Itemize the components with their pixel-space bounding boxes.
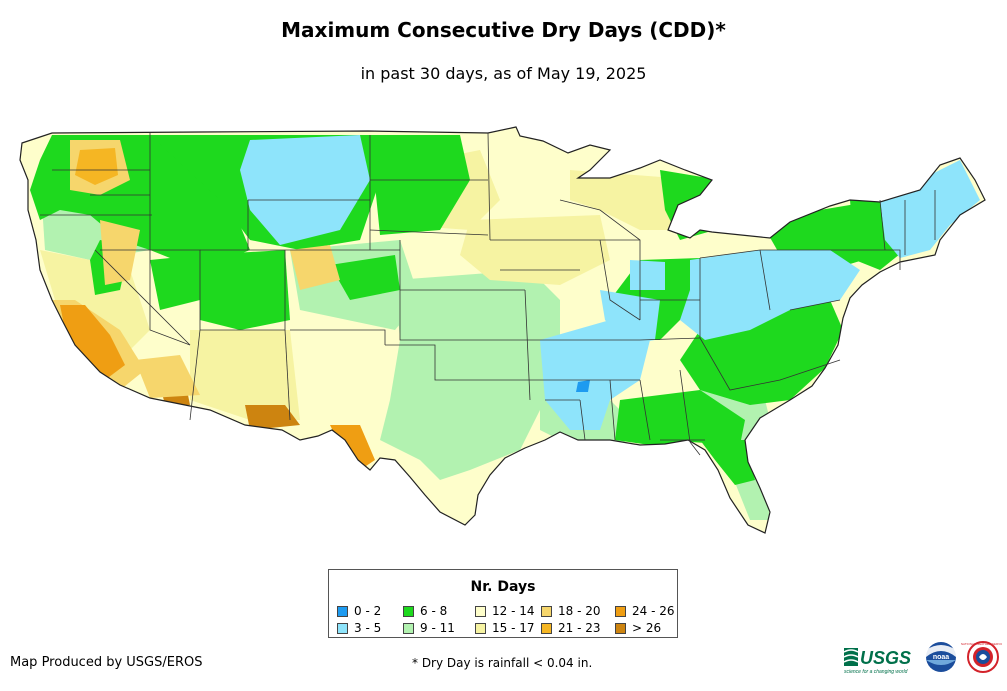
legend-swatch bbox=[541, 606, 552, 617]
svg-text:NATIONAL WEATHER SERVICE: NATIONAL WEATHER SERVICE bbox=[961, 642, 1002, 646]
legend-item: 12 - 14 bbox=[475, 604, 535, 618]
credit: Map Produced by USGS/EROS bbox=[10, 655, 203, 670]
legend: Nr. Days 0 - 2 3 - 5 6 - 8 9 - 11 12 - 14 15 … bbox=[328, 569, 678, 638]
legend-swatch bbox=[615, 623, 626, 634]
legend-swatch bbox=[337, 623, 348, 634]
legend-title: Nr. Days bbox=[470, 579, 536, 595]
legend-item: 3 - 5 bbox=[337, 621, 381, 635]
legend-item: 24 - 26 bbox=[615, 604, 675, 618]
legend-label: 0 - 2 bbox=[354, 604, 382, 618]
svg-text:USGS: USGS bbox=[860, 648, 911, 668]
footnote: * Dry Day is rainfall < 0.04 in. bbox=[412, 656, 593, 670]
legend-item: 15 - 17 bbox=[475, 621, 535, 635]
map-title: Maximum Consecutive Dry Days (CDD)* bbox=[281, 18, 726, 42]
legend-item: 9 - 11 bbox=[403, 621, 455, 635]
legend-label: > 26 bbox=[632, 621, 662, 635]
legend-label: 6 - 8 bbox=[420, 604, 448, 618]
legend-label: 3 - 5 bbox=[354, 621, 382, 635]
legend-label: 9 - 11 bbox=[420, 621, 455, 635]
legend-label: 15 - 17 bbox=[492, 621, 535, 635]
legend-swatch bbox=[403, 606, 414, 617]
legend-swatch bbox=[475, 623, 486, 634]
svg-text:noaa: noaa bbox=[933, 654, 949, 661]
usgs-logo: USGS science for a changing world bbox=[843, 648, 911, 675]
legend-item: > 26 bbox=[615, 621, 661, 635]
legend-swatch bbox=[403, 623, 414, 634]
agency-logos: USGS science for a changing world noaa N… bbox=[843, 641, 1002, 675]
legend-item: 6 - 8 bbox=[403, 604, 447, 618]
legend-item: 21 - 23 bbox=[541, 621, 601, 635]
legend-swatch bbox=[475, 606, 486, 617]
legend-swatch bbox=[337, 606, 348, 617]
nws-logo: NATIONAL WEATHER SERVICE bbox=[961, 641, 1002, 673]
legend-item: 0 - 2 bbox=[337, 604, 381, 618]
legend-label: 18 - 20 bbox=[558, 604, 601, 618]
state-boundaries bbox=[40, 132, 936, 456]
legend-label: 24 - 26 bbox=[632, 604, 675, 618]
map-subtitle: in past 30 days, as of May 19, 2025 bbox=[360, 64, 647, 83]
legend-swatch bbox=[541, 623, 552, 634]
svg-text:science for a changing world: science for a changing world bbox=[844, 669, 908, 675]
legend-label: 21 - 23 bbox=[558, 621, 601, 635]
legend-label: 12 - 14 bbox=[492, 604, 535, 618]
legend-item: 18 - 20 bbox=[541, 604, 601, 618]
noaa-logo: noaa bbox=[926, 642, 956, 672]
legend-swatch bbox=[615, 606, 626, 617]
